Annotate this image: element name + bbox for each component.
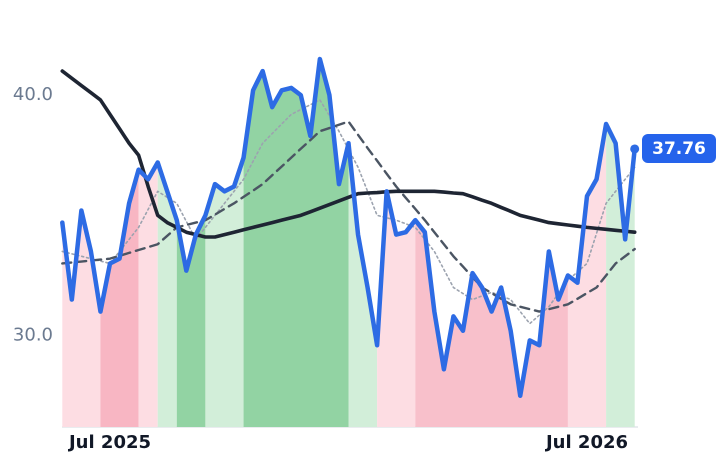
last-price-label: 37.76 [652,139,706,159]
badge-background [642,133,716,163]
signal-region [138,162,158,427]
last-price-badge: 37.76 [642,133,716,163]
last-price-dot [630,144,640,154]
moving-average-line [60,69,637,239]
signal-region [606,123,635,427]
signal-region [205,157,244,427]
price-line [60,56,637,398]
signal-region [377,191,416,427]
signal-region [243,59,349,428]
signal-region [567,123,607,427]
moving-average-line [61,120,636,313]
y-tick-label: 40.0 [13,84,53,105]
y-tick-label: 30.0 [13,325,53,346]
signal-region [100,169,139,427]
signal-region [157,162,177,427]
signal-region [415,220,568,427]
x-tick-label: Jul 2026 [544,432,628,453]
signal-region [62,210,101,427]
x-tick-label: Jul 2025 [67,432,151,453]
